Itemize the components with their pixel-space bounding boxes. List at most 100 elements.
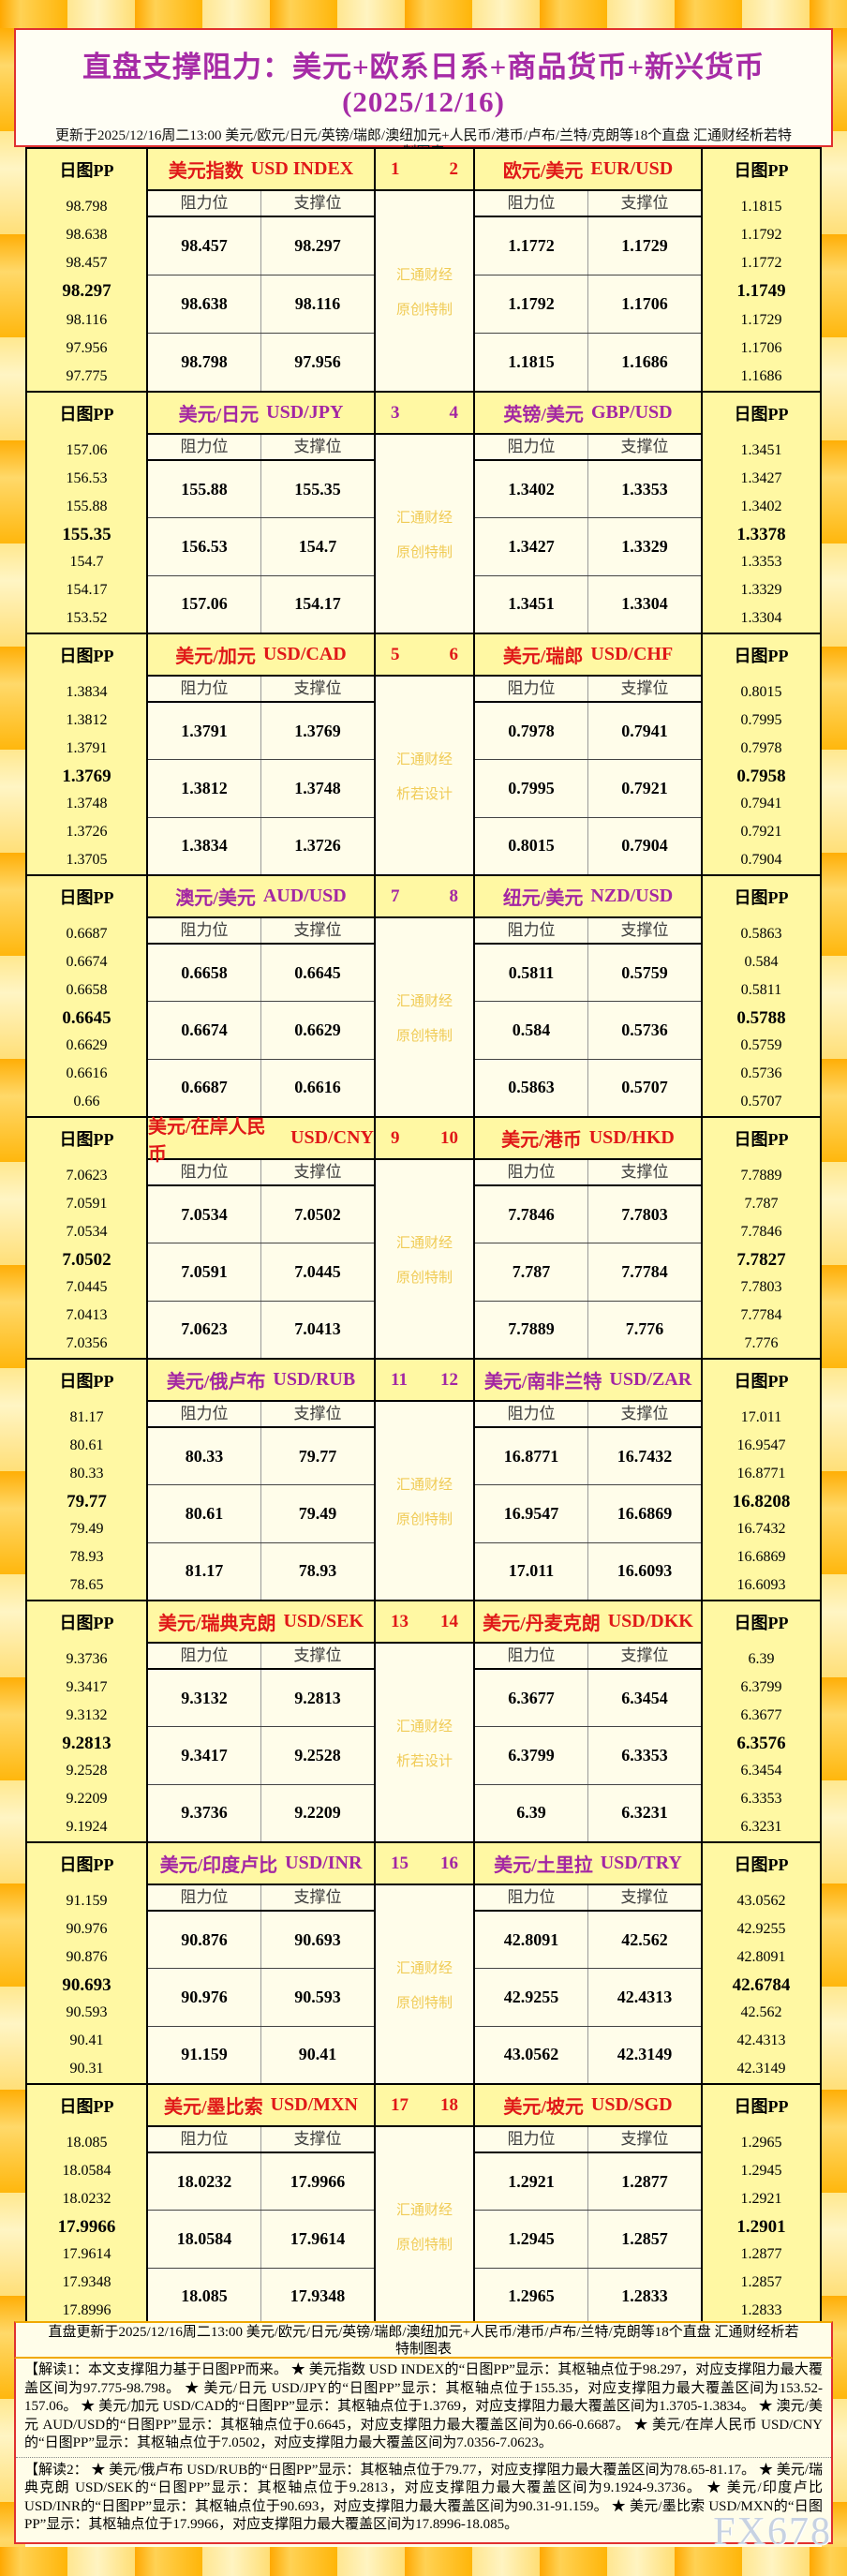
pp-value: 98.116	[66, 311, 108, 328]
pp-value: 1.2965	[740, 2134, 782, 2151]
pair-name: 美元/瑞郎 USD/CHF	[475, 634, 701, 677]
pp-column-header: 日图PP	[734, 161, 789, 180]
pair-name-en: USD/DKK	[607, 1611, 693, 1631]
pair-table-right-7: 美元/土里拉 USD/TRY 阻力位 支撑位 42.8091 42.562 42…	[473, 1843, 703, 2083]
pair-name-en: USD/CNY	[290, 1127, 374, 1148]
support-value: 79.49	[298, 1503, 337, 1523]
resistance-value: 17.011	[475, 1542, 588, 1600]
block-numbers: 9 10	[376, 1118, 473, 1160]
pivot-value: 0.5788	[736, 1007, 786, 1028]
resistance-header: 阻力位	[475, 1644, 588, 1668]
pp-value: 7.0623	[66, 1167, 108, 1184]
pp-value: 7.0413	[66, 1307, 108, 1324]
pp-value: 7.0445	[66, 1279, 108, 1296]
resistance-value: 1.1772	[475, 217, 588, 275]
pp-value: 0.8015	[740, 683, 782, 700]
resistance-value: 9.3132	[148, 1670, 261, 1727]
pp-value: 91.159	[66, 1892, 108, 1909]
pp-column-left-2: 日图PP 1.3834 1.3812 1.3791 1.3769 1.3748 …	[27, 634, 146, 874]
support-header: 支撑位	[293, 194, 342, 212]
pp-value: 7.787	[744, 1195, 779, 1212]
pair-table-right-1: 英镑/美元 GBP/USD 阻力位 支撑位 1.3402 1.3353 1.34…	[473, 393, 703, 633]
gold-checker-band-top	[0, 0, 847, 28]
level-row: 16.8771 16.7432	[475, 1428, 701, 1485]
pp-column-header: 日图PP	[59, 2097, 114, 2116]
pp-value: 17.9348	[62, 2274, 111, 2291]
pp-value: 1.1729	[740, 311, 782, 328]
level-row: 9.3417 9.2528	[148, 1726, 374, 1784]
support-value: 79.77	[298, 1446, 337, 1466]
pp-value: 90.31	[69, 2061, 104, 2077]
pair-table-right-3: 纽元/美元 NZD/USD 阻力位 支撑位 0.5811 0.5759 0.58…	[473, 876, 703, 1116]
block-number-left: 5	[391, 644, 400, 664]
pair-table-right-5: 美元/南非兰特 USD/ZAR 阻力位 支撑位 16.8771 16.7432 …	[473, 1360, 703, 1600]
watermark-tagline: 原创特制	[395, 544, 453, 560]
level-row: 1.2965 1.2833	[475, 2267, 701, 2325]
level-row: 1.3834 1.3726	[148, 816, 374, 874]
pp-value: 1.3427	[740, 469, 782, 486]
level-row: 42.9255 42.4313	[475, 1968, 701, 2026]
support-value: 155.35	[294, 479, 341, 499]
pp-column-right-8: 日图PP 1.2965 1.2945 1.2921 1.2901 1.2877 …	[703, 2085, 820, 2325]
pp-value: 0.6674	[66, 953, 108, 970]
pp-value: 0.6616	[66, 1065, 108, 1082]
resistance-header: 阻力位	[475, 1160, 588, 1184]
pivot-value: 0.7958	[736, 766, 786, 786]
support-value: 0.7921	[621, 778, 668, 797]
support-value: 6.3231	[621, 1803, 668, 1823]
pp-value: 42.3149	[736, 2061, 786, 2077]
currency-block-5: 日图PP 81.17 80.61 80.33 79.77 79.49 78.93…	[27, 1358, 820, 1600]
pp-value: 80.61	[69, 1437, 104, 1453]
pp-value: 0.584	[744, 953, 779, 970]
resistance-value: 1.1792	[475, 275, 588, 333]
middle-column-6: 13 14 汇通财经 析若设计	[376, 1601, 473, 1841]
pp-value: 42.8091	[736, 1948, 786, 1965]
pp-value: 0.7904	[740, 852, 782, 869]
resistance-value: 7.0591	[148, 1243, 261, 1301]
pair-table-right-4: 美元/港币 USD/HKD 阻力位 支撑位 7.7846 7.7803 7.78…	[473, 1118, 703, 1358]
resistance-value: 80.61	[148, 1485, 261, 1542]
watermark-tagline: 原创特制	[395, 2237, 453, 2253]
pair-table-left-8: 美元/墨比索 USD/MXN 阻力位 支撑位 18.0232 17.9966 1…	[146, 2085, 376, 2325]
pp-column-header: 日图PP	[59, 1855, 114, 1874]
pp-value: 1.2833	[740, 2302, 782, 2319]
support-header: 支撑位	[620, 1405, 669, 1422]
pp-value: 9.3132	[66, 1706, 108, 1723]
brand-watermark: 汇通财经 原创特制	[376, 918, 473, 1116]
pivot-value: 155.35	[62, 524, 111, 544]
block-number-right: 4	[449, 402, 459, 423]
pair-name-en: USD/TRY	[600, 1853, 682, 1873]
watermark-tagline: 原创特制	[395, 1028, 453, 1044]
pair-table-right-8: 美元/坡元 USD/SGD 阻力位 支撑位 1.2921 1.2877 1.29…	[473, 2085, 703, 2325]
level-row: 7.7846 7.7803	[475, 1186, 701, 1243]
pp-column-header: 日图PP	[59, 405, 114, 424]
pp-value: 154.7	[69, 554, 104, 571]
resistance-header: 阻力位	[148, 1885, 261, 1910]
pp-value: 7.776	[744, 1335, 779, 1352]
support-value: 1.1686	[621, 352, 668, 371]
support-header: 支撑位	[620, 194, 669, 212]
pp-value: 98.638	[66, 227, 108, 244]
resistance-value: 0.7978	[475, 703, 588, 760]
resistance-value: 7.0623	[148, 1301, 261, 1358]
block-numbers: 1 2	[376, 149, 473, 191]
pp-value: 6.3677	[740, 1706, 782, 1723]
pp-value: 97.956	[66, 339, 108, 356]
pair-name-cn: 纽元/美元	[502, 888, 584, 909]
block-number-right: 6	[449, 644, 459, 664]
resistance-value: 98.798	[148, 334, 261, 391]
pair-name-cn: 美元/港币	[501, 1130, 582, 1151]
pivot-value: 1.2901	[736, 2216, 786, 2237]
pivot-value: 1.1749	[736, 281, 786, 302]
resistance-support-header: 阻力位 支撑位	[148, 1160, 374, 1186]
currency-block-1: 日图PP 157.06 156.53 155.88 155.35 154.7 1…	[27, 391, 820, 633]
pivot-value: 90.693	[62, 1974, 111, 1995]
level-row: 90.976 90.593	[148, 1968, 374, 2026]
block-number-right: 16	[440, 1853, 458, 1873]
pair-name-en: GBP/USD	[590, 402, 673, 423]
resistance-support-header: 阻力位 支撑位	[148, 435, 374, 461]
resistance-value: 16.8771	[475, 1428, 588, 1485]
note-2: 【解读2： ★ 美元/俄卢布 USD/RUB的“日图PP”显示：其枢轴点位于79…	[24, 2462, 823, 2533]
level-row: 16.9547 16.6869	[475, 1484, 701, 1542]
